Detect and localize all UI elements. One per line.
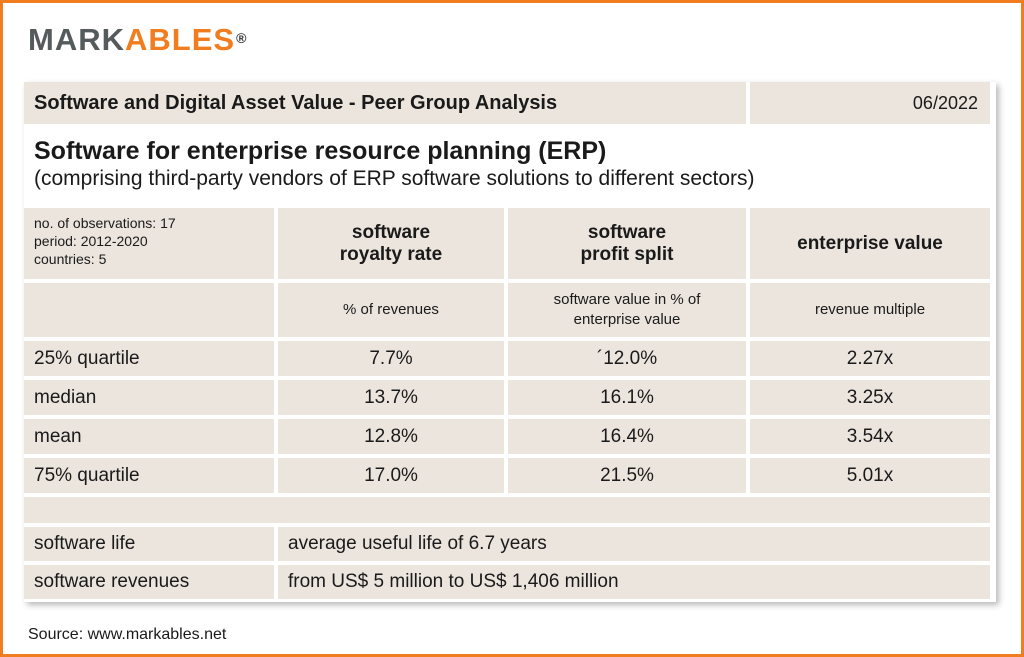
report-title: Software and Digital Asset Value - Peer … [24, 82, 746, 124]
unit-royalty: % of revenues [278, 283, 504, 337]
unit-row-blank [24, 283, 274, 337]
section-title: Software for enterprise resource plannin… [34, 137, 607, 165]
row-value: 16.4% [508, 419, 746, 454]
row-value: 5.01x [750, 458, 990, 493]
spacer-row [24, 497, 990, 523]
row-value: 13.7% [278, 380, 504, 415]
section-heading: Software for enterprise resource plannin… [24, 128, 990, 206]
row-value: 7.7% [278, 341, 504, 376]
source-note: Source: www.markables.net [28, 626, 227, 643]
row-value: 3.54x [750, 419, 990, 454]
report-date: 06/2022 [750, 82, 990, 124]
row-value: 17.0% [278, 458, 504, 493]
unit-enterprise-value: revenue multiple [750, 283, 990, 337]
peer-group-table: Software and Digital Asset Value - Peer … [24, 82, 996, 602]
markables-logo: MARKABLES® [28, 22, 248, 57]
section-subtitle: (comprising third-party vendors of ERP s… [34, 167, 755, 190]
unit-profit-split: software value in % of enterprise value [508, 283, 746, 337]
meta-observations: no. of observations: 17 [34, 215, 176, 231]
meta-countries: countries: 5 [34, 251, 107, 267]
row-label: 25% quartile [24, 341, 274, 376]
detail-value: average useful life of 6.7 years [278, 527, 990, 561]
row-label: mean [24, 419, 274, 454]
row-value: 2.27x [750, 341, 990, 376]
col-header-royalty: software royalty rate [278, 208, 504, 279]
col-header-profit-split: software profit split [508, 208, 746, 279]
row-value: 16.1% [508, 380, 746, 415]
row-label: median [24, 380, 274, 415]
row-value: 12.8% [278, 419, 504, 454]
row-value: 21.5% [508, 458, 746, 493]
row-value: ´12.0% [508, 341, 746, 376]
meta-period: period: 2012-2020 [34, 233, 148, 249]
row-label: 75% quartile [24, 458, 274, 493]
detail-label: software revenues [24, 565, 274, 599]
col-header-enterprise-value: enterprise value [750, 208, 990, 279]
detail-label: software life [24, 527, 274, 561]
meta-info: no. of observations: 17 period: 2012-202… [24, 208, 274, 279]
detail-value: from US$ 5 million to US$ 1,406 million [278, 565, 990, 599]
row-value: 3.25x [750, 380, 990, 415]
